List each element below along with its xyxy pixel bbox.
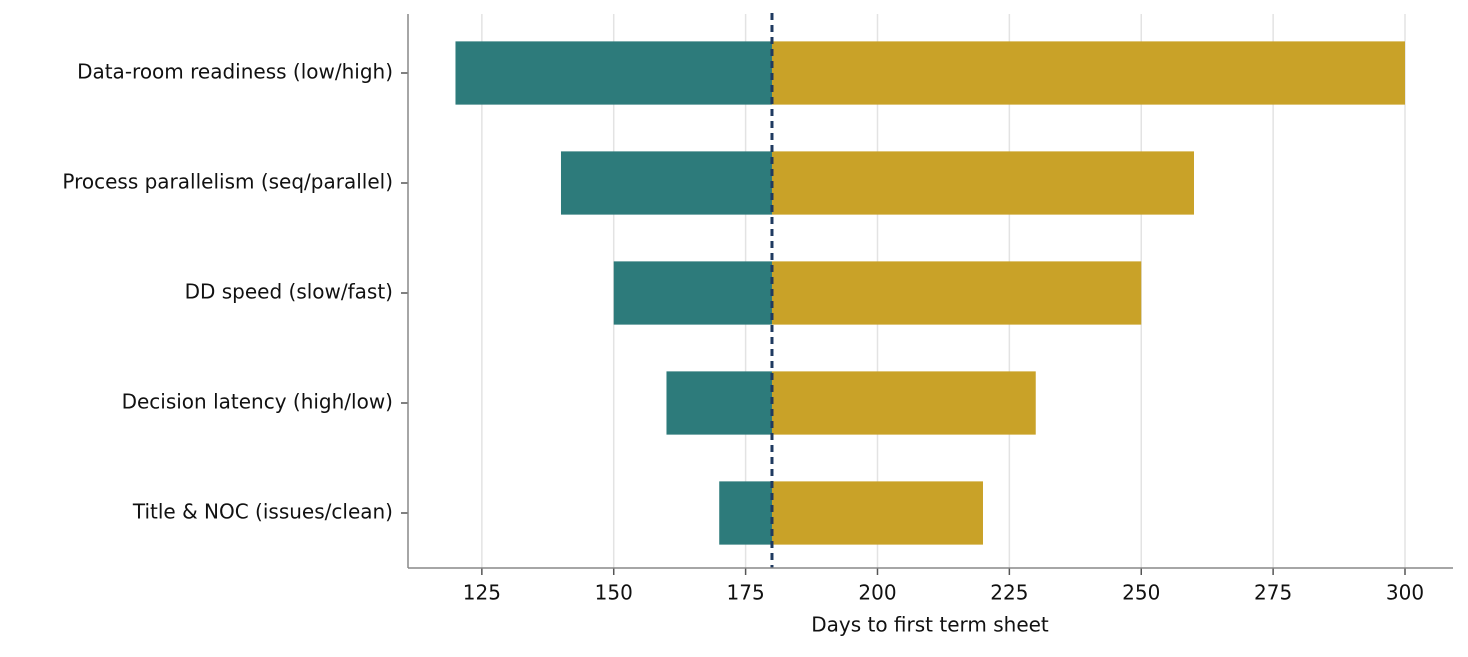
x-tick-label: 125 [463, 581, 501, 605]
y-tick-label: Title & NOC (issues/clean) [132, 500, 393, 524]
bar [455, 41, 772, 105]
bar [560, 151, 772, 215]
y-tick-label: Data-room readiness (low/high) [77, 60, 393, 84]
bar [771, 41, 1405, 105]
x-tick-label: 225 [990, 581, 1028, 605]
bar [771, 151, 1194, 215]
bar [613, 261, 772, 325]
bar [771, 261, 1142, 325]
bar [771, 481, 983, 545]
x-tick-label: 275 [1254, 581, 1292, 605]
y-tick-label: Process parallelism (seq/parallel) [62, 170, 393, 194]
bar [719, 481, 772, 545]
bar [666, 371, 772, 435]
x-axis-label: Days to first term sheet [811, 613, 1049, 637]
x-tick-label: 175 [727, 581, 765, 605]
y-tick-label: DD speed (slow/fast) [185, 280, 393, 304]
x-tick-label: 300 [1386, 581, 1424, 605]
y-tick-label: Decision latency (high/low) [122, 390, 393, 414]
bar [771, 371, 1036, 435]
x-tick-label: 200 [858, 581, 896, 605]
x-tick-label: 250 [1122, 581, 1160, 605]
x-tick-label: 150 [595, 581, 633, 605]
